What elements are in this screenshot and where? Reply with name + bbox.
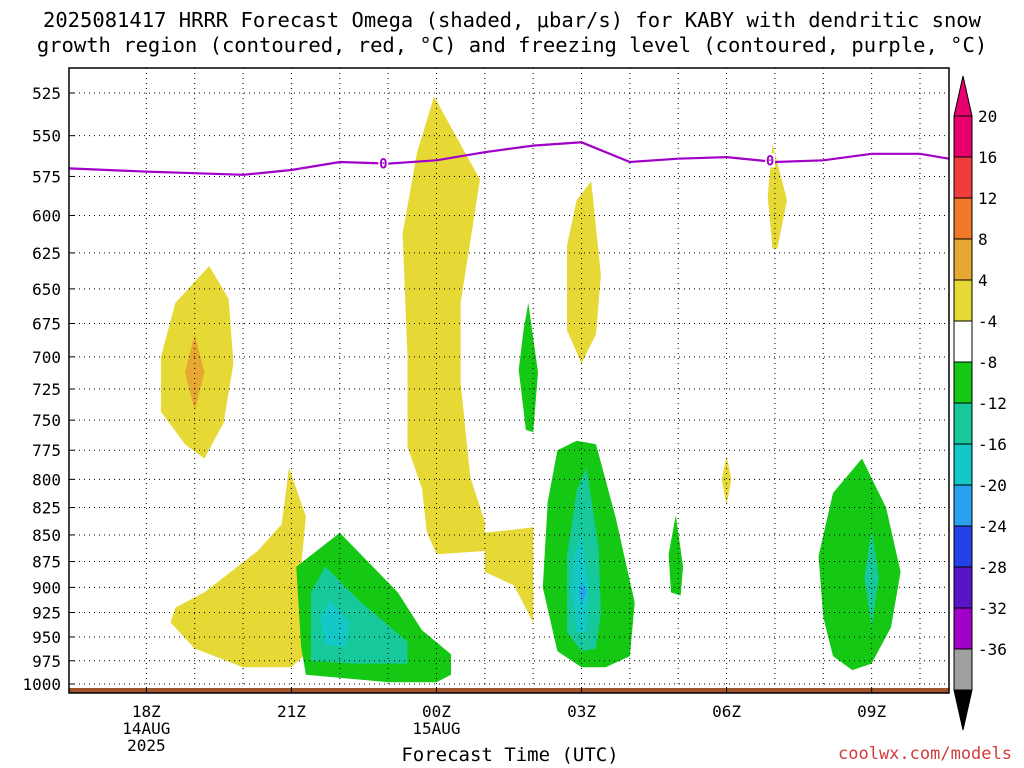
colorbar-bin-10 — [953, 525, 973, 568]
colorbar-bin-8 — [953, 443, 973, 486]
freezing-level-line — [69, 141, 949, 176]
x-tick-label-0-2: 2025 — [127, 736, 166, 755]
omega-region-yellow-3 — [402, 96, 485, 555]
colorbar-bin-2 — [953, 197, 973, 240]
y-tick-label-950: 950 — [32, 628, 61, 647]
y-tick-label-750: 750 — [32, 411, 61, 430]
y-tick-label-600: 600 — [32, 206, 61, 225]
y-tick-label-925: 925 — [32, 603, 61, 622]
omega-shading-layer — [160, 96, 901, 683]
colorbar-label-13: -36 — [978, 640, 1007, 659]
omega-region-yellow-6 — [767, 144, 787, 249]
omega-region-orange-1 — [185, 334, 205, 411]
colorbar-bin-1 — [953, 156, 973, 199]
colorbar-bin-0 — [953, 115, 973, 158]
x-tick-label-12-0: 06Z — [712, 702, 741, 721]
plot-frame — [68, 67, 950, 694]
y-tick-label-775: 775 — [32, 441, 61, 460]
colorbar-label-6: -8 — [978, 353, 997, 372]
y-tick-label-975: 975 — [32, 652, 61, 671]
colorbar-top-arrow — [953, 75, 973, 117]
colorbar-label-7: -12 — [978, 394, 1007, 413]
ground-layer — [69, 688, 949, 693]
x-tick-label-0-1: 14AUG — [122, 719, 170, 738]
y-tick-label-850: 850 — [32, 526, 61, 545]
omega-region-green-1 — [518, 302, 538, 433]
colorbar-bin-12 — [953, 607, 973, 650]
omega-region-yellow-4 — [484, 527, 534, 623]
x-tick-label-0-0: 18Z — [132, 702, 161, 721]
omega-region-yellow-2 — [170, 467, 314, 668]
colorbar: 20 16 12 8 4 -4 -8 -12 -16 -20 -24 -28 -32 -36 — [953, 75, 1007, 731]
colorbar-bin-4 — [953, 279, 973, 322]
y-tick-label-625: 625 — [32, 244, 61, 263]
y-tick-label-675: 675 — [32, 315, 61, 334]
y-tick-label-875: 875 — [32, 553, 61, 572]
omega-region-cyan-2 — [571, 534, 589, 633]
x-tick-label-6-1: 15AUG — [412, 719, 460, 738]
x-tick-label-9-0: 03Z — [567, 702, 596, 721]
colorbar-label-9: -20 — [978, 476, 1007, 495]
colorbar-bin-5 — [953, 320, 973, 363]
colorbar-label-10: -24 — [978, 517, 1007, 536]
freezing-label-bg-1 — [765, 153, 776, 168]
chart-title-line-1: 2025081417 HRRR Forecast Omega (shaded, … — [43, 8, 981, 32]
grid-layer — [69, 68, 949, 693]
y-tick-label-575: 575 — [32, 167, 61, 186]
omega-region-yellow-7 — [721, 456, 732, 506]
omega-region-green-5 — [668, 515, 684, 596]
x-tick-label-3-0: 21Z — [277, 702, 306, 721]
omega-region-cyan-1 — [320, 600, 350, 647]
colorbar-label-0: 20 — [978, 107, 997, 126]
y-tick-label-700: 700 — [32, 348, 61, 367]
colorbar-bin-9 — [953, 484, 973, 527]
colorbar-bin-7 — [953, 402, 973, 445]
axes-layer: 525 550 575 600 625 650 675 700 725 750 775 800 825 8… — [22, 67, 950, 755]
y-tick-label-800: 800 — [32, 470, 61, 489]
ground-strip — [69, 688, 949, 693]
x-axis-title: Forecast Time (UTC) — [401, 744, 619, 766]
omega-region-sky-1 — [579, 582, 587, 605]
colorbar-label-8: -16 — [978, 435, 1007, 454]
x-tick-label-15-0: 09Z — [857, 702, 886, 721]
freezing-level-label-1: 0 — [766, 153, 774, 169]
colorbar-bin-6 — [953, 361, 973, 404]
colorbar-bin-11 — [953, 566, 973, 609]
colorbar-label-4: 4 — [978, 271, 988, 290]
y-tick-label-550: 550 — [32, 127, 61, 146]
colorbar-label-12: -32 — [978, 599, 1007, 618]
colorbar-bottom-arrow — [953, 689, 973, 731]
freezing-label-bg-0 — [378, 156, 389, 171]
colorbar-label-11: -28 — [978, 558, 1007, 577]
x-tick-label-6-0: 00Z — [422, 702, 451, 721]
freezing-level-label-0: 0 — [379, 157, 387, 173]
site-credit: coolwx.com/models — [838, 744, 1012, 764]
y-tick-label-725: 725 — [32, 380, 61, 399]
colorbar-label-5: -4 — [978, 312, 997, 331]
colorbar-label-1: 16 — [978, 148, 997, 167]
y-tick-label-525: 525 — [32, 84, 61, 103]
y-tick-label-900: 900 — [32, 578, 61, 597]
colorbar-bin-13 — [953, 648, 973, 691]
omega-region-green-4 — [818, 458, 901, 671]
chart-title-line-2: growth region (contoured, red, °C) and f… — [36, 33, 988, 57]
omega-region-yellow-5 — [567, 181, 601, 364]
y-tick-label-1000: 1000 — [22, 675, 61, 694]
y-tick-label-650: 650 — [32, 280, 61, 299]
y-tick-label-825: 825 — [32, 499, 61, 518]
colorbar-label-2: 12 — [978, 189, 997, 208]
colorbar-label-3: 8 — [978, 230, 988, 249]
colorbar-bin-3 — [953, 238, 973, 281]
